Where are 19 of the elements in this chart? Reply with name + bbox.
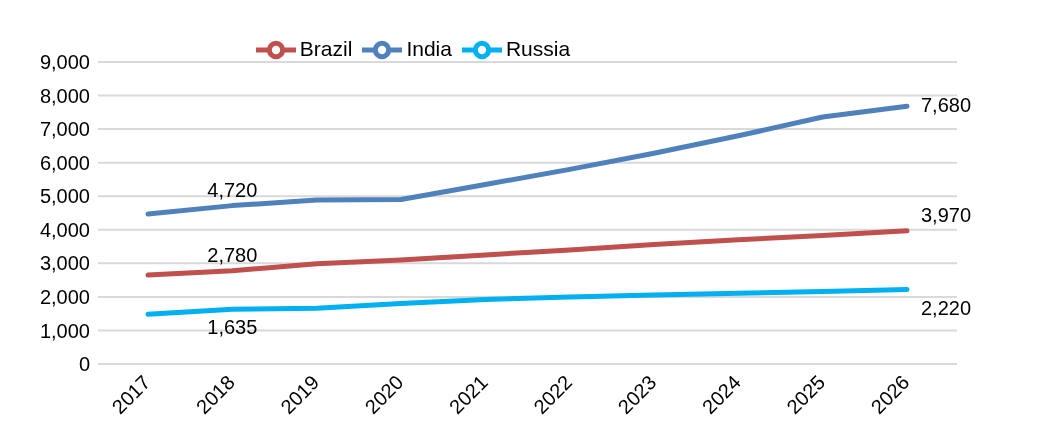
legend-label: Russia xyxy=(505,36,571,60)
y-tick-label: 2,000 xyxy=(39,285,90,308)
y-tick-label: 5,000 xyxy=(39,185,90,208)
y-tick-label: 6,000 xyxy=(39,151,90,174)
y-tick-label: 4,000 xyxy=(39,218,90,241)
y-tick-label: 3,000 xyxy=(39,252,90,275)
data-label: 7,680 xyxy=(921,93,972,116)
y-tick-label: 8,000 xyxy=(39,84,90,107)
data-label: 2,220 xyxy=(921,296,972,319)
data-label: 1,635 xyxy=(207,316,258,339)
data-label: 4,720 xyxy=(207,178,258,201)
y-tick-label: 7,000 xyxy=(39,118,90,141)
y-tick-label: 9,000 xyxy=(39,51,90,74)
data-label: 2,780 xyxy=(207,244,258,266)
y-tick-label: 1,000 xyxy=(39,319,90,342)
legend-label: India xyxy=(406,36,452,60)
y-tick-label: 0 xyxy=(78,353,90,376)
legend-label: Brazil xyxy=(299,36,353,60)
data-label: 3,970 xyxy=(921,204,972,227)
